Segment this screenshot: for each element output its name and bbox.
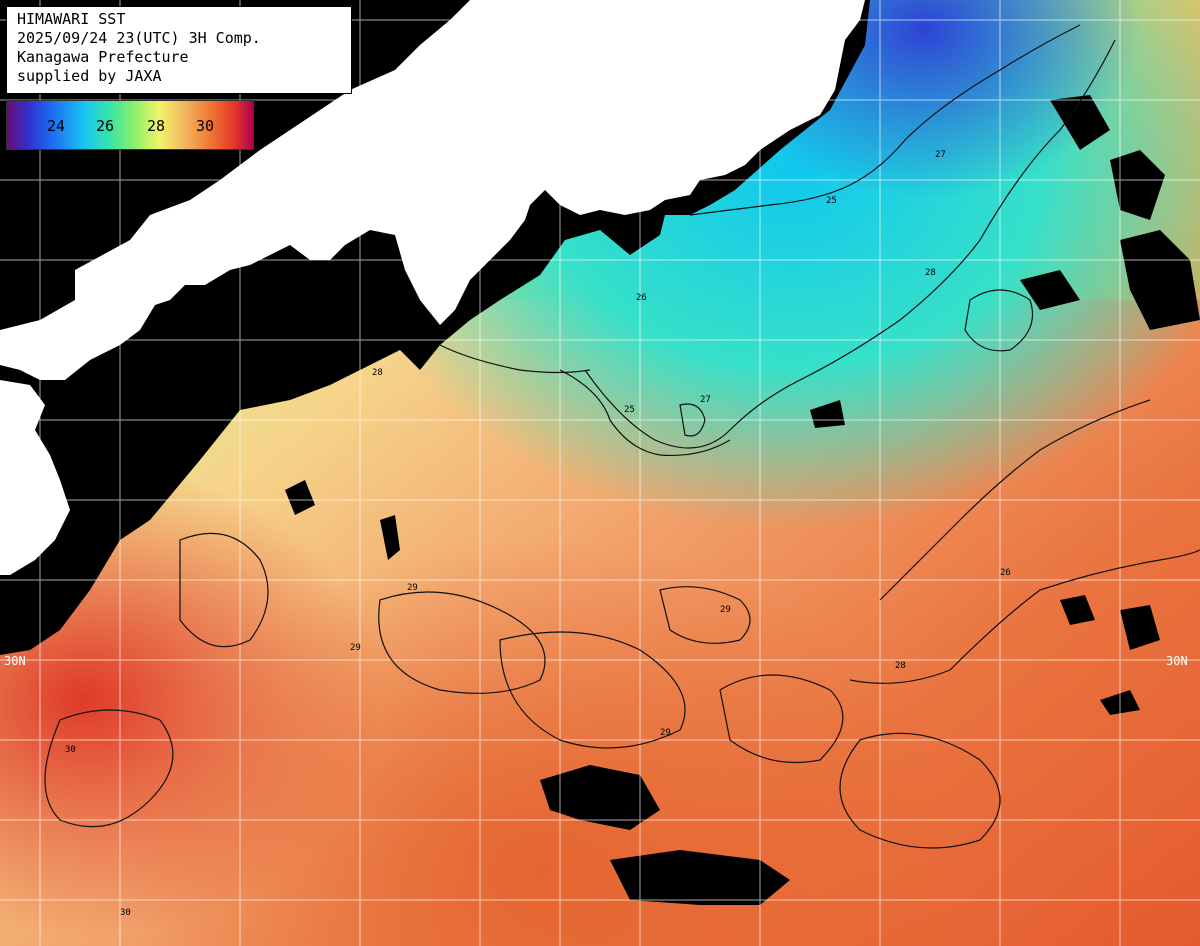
legend-label-28: 28 xyxy=(147,117,166,135)
contour-label: 25 xyxy=(624,405,635,415)
land xyxy=(0,0,865,575)
contour-label: 27 xyxy=(935,150,946,160)
legend-label-24: 24 xyxy=(47,117,66,135)
contour-label: 29 xyxy=(660,728,671,738)
contour-label: 25 xyxy=(826,196,837,206)
contour-label-group: 25 25 26 26 27 27 28 28 28 29 29 29 29 3… xyxy=(65,150,1011,918)
contour-label: 27 xyxy=(700,395,711,405)
contour-label: 29 xyxy=(720,605,731,615)
lat-label-30n-right: 30N xyxy=(1166,654,1188,668)
source-credit: supplied by JAXA xyxy=(17,67,162,85)
region-name: Kanagawa Prefecture xyxy=(17,48,189,66)
contour-label: 28 xyxy=(925,268,936,278)
product-title: HIMAWARI SST xyxy=(17,10,126,28)
contour-label: 30 xyxy=(120,908,131,918)
info-box: HIMAWARI SST 2025/09/24 23(UTC) 3H Comp.… xyxy=(6,6,352,94)
contour-label: 28 xyxy=(372,368,383,378)
contour-label: 28 xyxy=(895,661,906,671)
contour-label: 30 xyxy=(65,745,76,755)
contour-lines xyxy=(44,24,1200,849)
legend-label-26: 26 xyxy=(96,117,115,135)
lat-label-30n-left: 30N xyxy=(4,654,26,668)
contour-label: 26 xyxy=(1000,568,1011,578)
contour-label: 29 xyxy=(350,643,361,653)
contour-label: 26 xyxy=(636,293,647,303)
contour-label: 29 xyxy=(407,583,418,593)
legend-label-30: 30 xyxy=(196,117,215,135)
color-legend: 24 26 28 30 xyxy=(6,100,254,150)
lon-label-top: 136E xyxy=(482,4,496,33)
timestamp: 2025/09/24 23(UTC) 3H Comp. xyxy=(17,29,261,47)
